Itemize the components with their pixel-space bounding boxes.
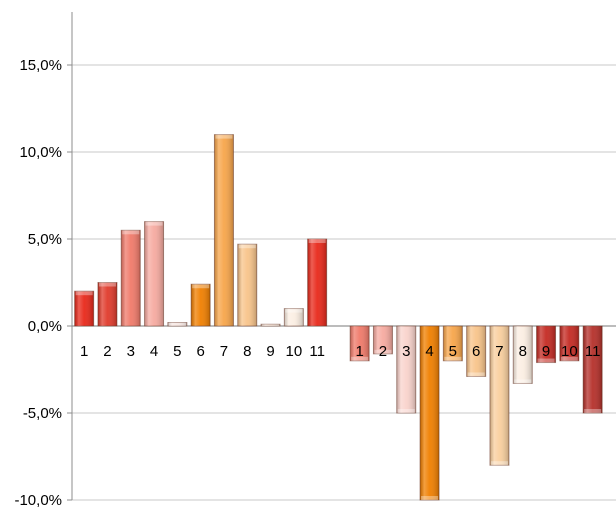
bar-shading xyxy=(284,308,304,326)
x-category-label: 7 xyxy=(220,343,228,360)
bar-cap xyxy=(285,308,303,313)
bar-series xyxy=(74,134,603,501)
y-tick-label: -10,0% xyxy=(14,492,62,509)
bar-shading xyxy=(307,239,327,326)
bar-shading xyxy=(373,326,393,354)
x-category-label: 1 xyxy=(80,343,88,360)
bar-shading xyxy=(466,326,486,377)
x-category-label: 9 xyxy=(542,343,550,360)
bar-cap xyxy=(374,349,392,354)
bar-cap xyxy=(467,372,485,377)
bar-cap xyxy=(308,239,326,243)
bar-shading xyxy=(583,326,603,413)
bar-cap xyxy=(537,358,555,363)
x-category-label: 10 xyxy=(561,343,578,360)
bar-cap xyxy=(98,282,116,287)
bar-shading xyxy=(97,282,117,326)
category-labels: 1 2 3 4 5 6 7 8 9 10 11 1 2 3 4 5 6 7 8 9 10 11 xyxy=(80,343,600,360)
x-category-label: 4 xyxy=(150,343,158,360)
x-category-label: 10 xyxy=(286,343,303,360)
x-category-label: 11 xyxy=(309,343,325,360)
y-tick-label: 10,0% xyxy=(19,144,62,161)
x-category-label: 5 xyxy=(173,343,181,360)
y-axis: -10,0% -5,0% 0,0% 5,0% 10,0% 15,0% xyxy=(14,12,73,509)
x-category-label: 1 xyxy=(355,343,363,360)
bar-cap xyxy=(168,322,186,326)
bar-shading xyxy=(237,244,257,326)
bar-cap xyxy=(584,409,602,413)
x-category-label: 11 xyxy=(585,343,601,360)
bar-shading xyxy=(396,326,416,413)
bar-shading xyxy=(261,324,281,326)
x-category-label: 9 xyxy=(266,343,274,360)
bar-cap xyxy=(238,244,256,249)
x-category-label: 2 xyxy=(103,343,111,360)
x-category-label: 5 xyxy=(449,343,457,360)
bar-cap xyxy=(192,284,210,289)
bar-cap xyxy=(75,291,93,296)
x-category-label: 8 xyxy=(519,343,527,360)
x-category-label: 6 xyxy=(472,343,480,360)
x-category-label: 3 xyxy=(402,343,410,360)
bar-shading xyxy=(144,221,164,326)
y-tick-label: -5,0% xyxy=(23,405,62,422)
x-category-label: 8 xyxy=(243,343,251,360)
y-tick-label: 0,0% xyxy=(28,318,62,335)
x-category-label: 3 xyxy=(127,343,135,360)
bar-shading xyxy=(420,326,440,500)
bar-cap xyxy=(262,324,280,326)
bar-shading xyxy=(536,326,556,363)
bar-shading xyxy=(74,291,94,326)
bar-cap xyxy=(122,230,140,235)
x-category-label: 2 xyxy=(379,343,387,360)
bar-shading xyxy=(214,134,234,326)
bar-cap xyxy=(215,134,233,139)
bar-cap xyxy=(444,356,462,361)
x-category-label: 7 xyxy=(495,343,503,360)
y-tick-label: 15,0% xyxy=(19,57,62,74)
x-category-label: 6 xyxy=(196,343,204,360)
bar-shading xyxy=(559,326,579,361)
y-tick-label: 5,0% xyxy=(28,231,62,248)
bar-shading xyxy=(489,326,509,466)
bar-shading xyxy=(121,230,141,326)
bar-cap xyxy=(351,356,369,361)
x-category-label: 4 xyxy=(425,343,433,360)
bar-cap xyxy=(145,221,163,226)
bar-cap xyxy=(514,379,532,384)
bar-shading xyxy=(513,326,533,384)
bar-shading xyxy=(191,284,211,326)
bar-cap xyxy=(421,496,439,500)
bar-cap xyxy=(490,461,508,466)
bar-cap xyxy=(560,356,578,361)
bar-shading xyxy=(443,326,463,361)
bar-shading xyxy=(167,322,187,326)
bar-shading xyxy=(350,326,370,361)
bar-cap xyxy=(397,409,415,413)
